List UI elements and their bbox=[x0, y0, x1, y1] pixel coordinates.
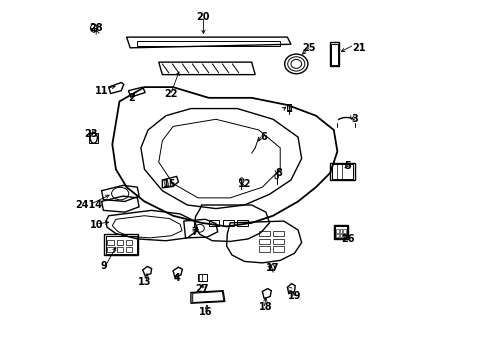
Bar bbox=[116, 247, 123, 252]
Bar bbox=[333, 225, 347, 239]
Text: 15: 15 bbox=[163, 179, 176, 189]
Bar bbox=[107, 247, 114, 252]
Bar bbox=[125, 240, 132, 245]
Text: 7: 7 bbox=[191, 227, 198, 237]
Bar bbox=[258, 247, 269, 252]
Bar bbox=[125, 247, 132, 252]
Text: 17: 17 bbox=[266, 262, 279, 273]
Bar bbox=[272, 239, 283, 244]
Text: 6: 6 bbox=[260, 132, 267, 142]
Text: 13: 13 bbox=[138, 277, 151, 287]
Bar bbox=[223, 220, 233, 226]
Bar bbox=[331, 44, 337, 64]
Bar bbox=[339, 234, 342, 237]
Text: 10: 10 bbox=[89, 220, 103, 230]
Bar bbox=[334, 226, 346, 238]
Text: 20: 20 bbox=[196, 13, 210, 22]
Text: 25: 25 bbox=[302, 43, 315, 53]
Bar bbox=[272, 247, 283, 252]
Bar bbox=[329, 42, 339, 66]
Text: 18: 18 bbox=[259, 302, 272, 312]
Text: 26: 26 bbox=[341, 234, 354, 244]
Text: 21: 21 bbox=[351, 43, 365, 53]
Bar bbox=[198, 274, 206, 281]
Bar bbox=[237, 220, 247, 226]
Bar bbox=[258, 239, 269, 244]
Text: 5: 5 bbox=[344, 161, 351, 171]
Bar bbox=[208, 220, 219, 226]
Text: 9: 9 bbox=[100, 261, 106, 271]
Bar bbox=[104, 234, 138, 255]
Text: 8: 8 bbox=[274, 168, 281, 178]
Text: 12: 12 bbox=[237, 179, 251, 189]
Bar bbox=[258, 231, 269, 237]
Text: 28: 28 bbox=[89, 23, 103, 33]
Text: 4: 4 bbox=[173, 273, 180, 283]
Bar bbox=[343, 234, 345, 237]
Text: 27: 27 bbox=[195, 284, 208, 294]
Text: 3: 3 bbox=[351, 114, 358, 124]
Bar bbox=[106, 236, 137, 253]
Bar bbox=[116, 240, 123, 245]
Text: 2414: 2414 bbox=[76, 200, 102, 210]
Text: 22: 22 bbox=[164, 89, 178, 99]
Bar bbox=[89, 133, 98, 143]
Text: 11: 11 bbox=[95, 86, 108, 96]
Bar bbox=[329, 163, 354, 180]
Bar bbox=[335, 229, 338, 233]
Bar bbox=[335, 234, 338, 237]
Text: 23: 23 bbox=[84, 129, 98, 139]
Bar bbox=[286, 104, 290, 111]
Text: 16: 16 bbox=[198, 307, 211, 317]
Text: 1: 1 bbox=[285, 104, 292, 113]
Text: 19: 19 bbox=[287, 291, 301, 301]
Bar bbox=[343, 229, 345, 233]
Bar bbox=[107, 240, 114, 245]
Bar bbox=[137, 41, 280, 46]
Bar bbox=[272, 231, 283, 237]
Text: 2: 2 bbox=[128, 93, 135, 103]
Bar bbox=[331, 164, 352, 179]
Bar bbox=[339, 229, 342, 233]
